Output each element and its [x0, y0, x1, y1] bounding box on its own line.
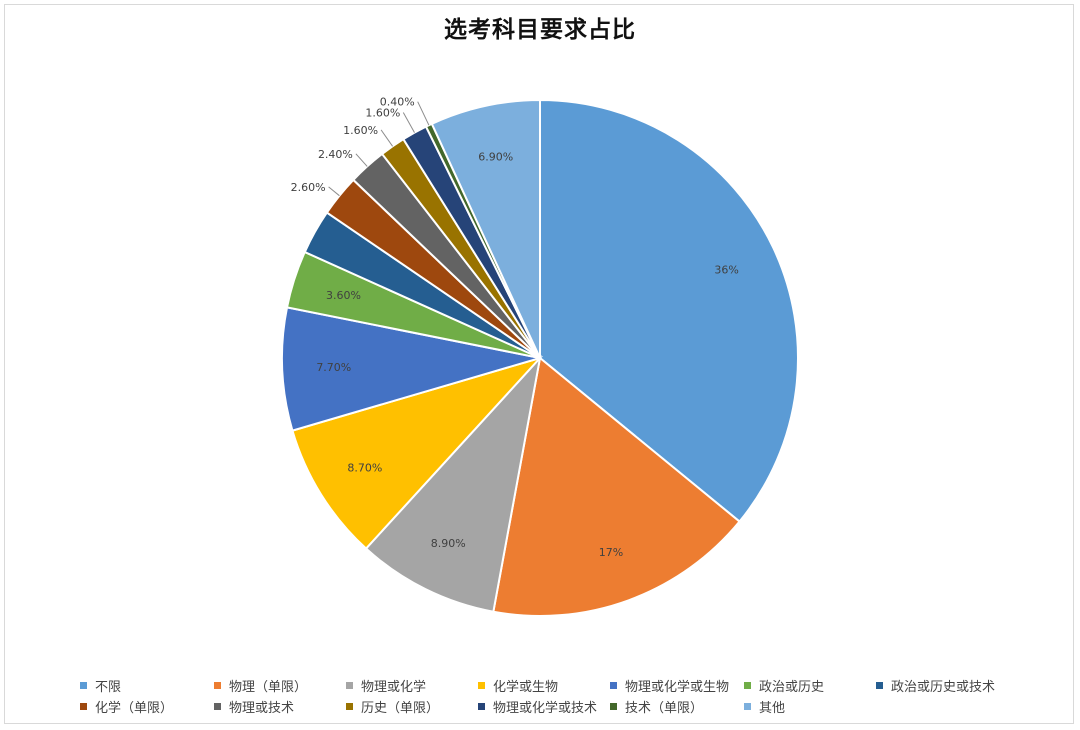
data-label: 0.40% [380, 96, 415, 109]
legend-item: 不限 [80, 676, 122, 695]
legend-label: 物理（单限） [229, 679, 308, 695]
data-label: 17% [599, 546, 623, 559]
data-label: 8.90% [431, 537, 466, 550]
legend-label: 政治或历史或技术 [891, 679, 996, 695]
legend-item: 物理或化学或生物 [610, 676, 730, 695]
legend-item: 物理或化学 [346, 676, 427, 695]
pie-slice-1 [539, 98, 799, 523]
legend-item: 其他 [744, 697, 786, 716]
data-label: 8.70% [347, 461, 382, 474]
legend-item: 物理或化学或技术 [478, 697, 598, 716]
legend-label: 物理或技术 [229, 700, 295, 716]
data-label: 36% [714, 264, 738, 277]
pie-slice-4 [291, 356, 544, 550]
legend-label: 物理或化学或生物 [625, 679, 730, 695]
data-label: 1.60% [343, 124, 378, 137]
legend-label: 不限 [95, 679, 122, 695]
legend-swatch [214, 681, 221, 689]
data-label: 2.40% [318, 148, 353, 161]
legend-item: 政治或历史 [744, 676, 825, 695]
legend-label: 历史（单限） [361, 700, 440, 716]
leader-line [328, 186, 340, 197]
legend-swatch [744, 702, 751, 710]
pie-slice-3 [364, 354, 542, 613]
data-label: 7.70% [316, 361, 351, 374]
legend-item: 化学或生物 [478, 676, 559, 695]
data-label: 6.90% [478, 150, 513, 163]
legend-swatch [80, 681, 87, 689]
legend-label: 政治或历史 [759, 679, 825, 695]
legend-swatch [610, 681, 617, 689]
legend-label: 技术（单限） [625, 700, 704, 716]
legend-item: 物理（单限） [214, 676, 308, 695]
pie-slice-13 [430, 98, 541, 359]
legend-swatch [876, 681, 883, 689]
leader-line [355, 153, 368, 167]
legend-swatch [346, 702, 353, 710]
chart-frame [4, 4, 1074, 724]
legend-item: 政治或历史或技术 [876, 676, 996, 695]
legend-swatch [80, 702, 87, 710]
data-label: 3.60% [326, 289, 361, 302]
legend-label: 物理或化学 [361, 679, 427, 695]
leader-line [402, 112, 415, 133]
legend-swatch [478, 702, 485, 710]
data-label: 2.60% [291, 181, 326, 194]
legend-swatch [346, 681, 353, 689]
legend-item: 物理或技术 [214, 697, 295, 716]
chart-title: 选考科目要求占比 [444, 17, 636, 43]
legend-label: 物理或化学或技术 [493, 700, 598, 716]
legend-swatch [478, 681, 485, 689]
leader-line [380, 129, 394, 147]
legend-label: 化学或生物 [493, 679, 559, 695]
legend-item: 化学（单限） [80, 697, 174, 716]
pie-slice-5 [281, 306, 541, 432]
pie-slice-2 [492, 356, 741, 617]
legend-swatch [214, 702, 221, 710]
data-label: 1.60% [365, 107, 400, 120]
legend-item: 历史（单限） [346, 697, 440, 716]
legend-swatch [744, 681, 751, 689]
legend-label: 其他 [759, 700, 786, 716]
legend-item: 技术（单限） [610, 697, 704, 716]
leader-line [417, 101, 430, 126]
legend-label: 化学（单限） [95, 700, 174, 716]
legend-swatch [610, 702, 617, 710]
